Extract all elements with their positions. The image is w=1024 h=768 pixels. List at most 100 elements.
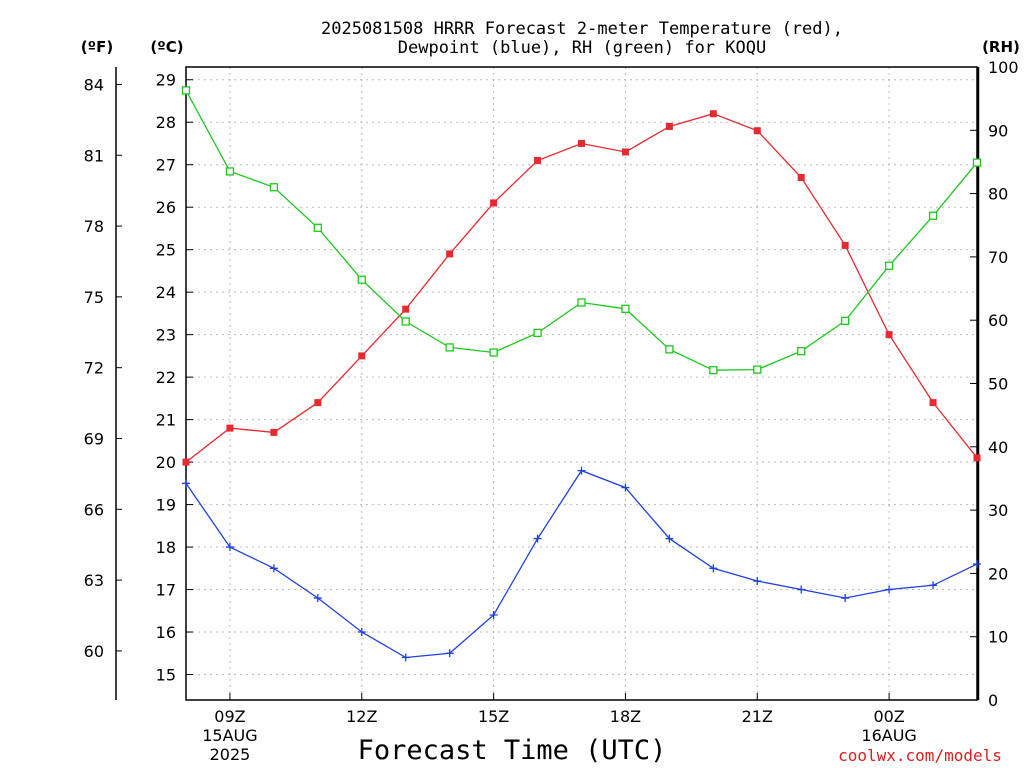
celsius-tick-label: 22 [156,368,176,387]
celsius-tick-label: 24 [156,283,176,302]
celsius-tick-label: 26 [156,198,176,217]
temperature-series-line [185,113,978,463]
tick-labels: 15 16 17 18 19 20 21 22 23 24 25 26 27 28 29 60 63 66 69 72… [84,58,1019,764]
dewpoint-point [313,594,322,603]
rh-point [928,211,938,220]
chart-title-line: Dewpoint (blue), RH (green) for KOQU [398,38,766,58]
rh-tick-label: 90 [988,121,1008,140]
rh-point [972,158,982,167]
rh-tick-label: 100 [988,58,1019,77]
celsius-tick-label: 16 [156,623,176,642]
celsius-tick-label: 23 [156,326,176,345]
fahrenheit-tick-label: 69 [84,429,104,448]
dewpoint-point [577,466,586,475]
x-tick-label: 2025 [210,745,251,764]
x-tick-label: 15Z [478,707,509,726]
rh-tick-label: 10 [988,628,1008,647]
temperature-point [665,122,673,130]
grid-lines [186,67,977,700]
rh-tick-label: 60 [988,311,1008,330]
rh-point [577,298,586,307]
dewpoint-point [225,543,234,552]
credit-text: coolwx.com/models [838,746,1002,765]
temperature-point [270,428,278,436]
rh-point [445,343,454,352]
x-tick-label: 00Z [873,707,904,726]
dewpoint-point [621,483,630,492]
dewpoint-point [753,577,762,586]
fahrenheit-tick-label: 84 [84,75,104,94]
dewpoint-point [885,585,894,594]
rh-point [841,316,850,325]
x-axis-label: Forecast Time (UTC) [358,735,667,766]
rh-tick-label: 80 [988,185,1008,204]
temperature-point [709,110,717,118]
dewpoint-point [182,479,190,488]
temperature-point [929,399,937,407]
x-tick-label: 16AUG [861,726,916,745]
x-tick-label: 21Z [742,707,773,726]
rh-point [181,86,191,95]
dewpoint-point [445,649,454,658]
chart-title: 2025081508 HRRR Forecast 2-meter Tempera… [321,19,843,58]
dewpoint-point [533,534,542,543]
celsius-tick-label: 25 [156,241,176,260]
dewpoint-point [709,564,718,573]
temperature-point [885,331,893,339]
dewpoint-series-line [185,469,978,659]
fahrenheit-tick-label: 78 [84,217,104,236]
rh-tick-label: 30 [988,501,1008,520]
rh-tick-label: 0 [988,691,998,710]
dewpoint-point [357,628,366,637]
fahrenheit-tick-label: 75 [84,288,104,307]
celsius-tick-label: 21 [156,411,176,430]
rh-series-line [185,90,978,371]
temperature-point [753,127,761,135]
rh-point [709,366,718,375]
temperature-point [534,156,542,164]
fahrenheit-tick-label: 81 [84,146,104,165]
fahrenheit-tick-label: 66 [84,500,104,519]
temperature-point [402,305,410,313]
x-tick-label: 09Z [214,707,245,726]
temperature-point [314,399,322,407]
temperature-point [841,241,849,249]
temperature-point [446,250,454,258]
chart-title-line: 2025081508 HRRR Forecast 2-meter Tempera… [321,19,843,39]
temperature-point [358,352,366,360]
rh-point [533,328,542,338]
rh-tick-label: 20 [988,564,1008,583]
x-tick-label: 18Z [610,707,641,726]
axis-unit-labels: (ºF) (ºC) (RH) [81,38,1020,56]
temperature-point [797,173,805,181]
celsius-tick-label: 28 [156,113,176,132]
rh-point [665,345,674,354]
temperature-point [973,454,981,462]
rh-point [269,183,279,192]
temperature-point [182,458,190,466]
temperature-point [226,424,234,432]
rh-point [753,365,762,374]
celsius-tick-label: 18 [156,538,176,557]
dewpoint-point [929,581,938,590]
dewpoint-point [665,534,674,543]
rh-point [357,275,366,284]
celsius-tick-label: 15 [156,666,176,685]
rh-tick-label: 50 [988,375,1008,394]
fahrenheit-tick-label: 63 [84,571,104,590]
fahrenheit-tick-label: 60 [84,642,104,661]
rh-point [797,347,806,356]
celsius-tick-label: 20 [156,453,176,472]
rh-point [225,167,235,176]
rh-tick-label: 40 [988,438,1008,457]
dewpoint-point [973,560,981,569]
rh-point [884,261,894,270]
celsius-tick-label: 17 [156,581,176,600]
rh-unit-label: (RH) [982,38,1020,56]
plot-frame [185,66,978,701]
rh-point [621,304,630,313]
rh-tick-label: 70 [988,248,1008,267]
dewpoint-point [489,611,498,620]
temperature-point [578,139,585,147]
